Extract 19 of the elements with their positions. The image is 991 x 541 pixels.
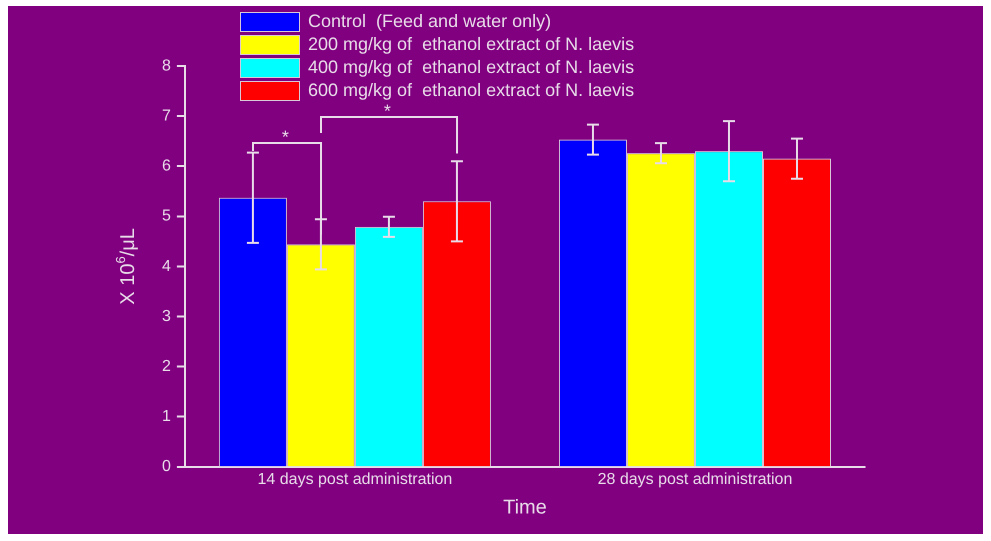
- legend-label: 200 mg/kg of ethanol extract of N. laevis: [308, 33, 634, 56]
- y-tick-label: 6: [162, 158, 171, 175]
- y-tick-label: 4: [162, 258, 171, 275]
- annotation: *: [384, 100, 391, 122]
- legend-label: 400 mg/kg of ethanol extract of N. laevis: [308, 56, 634, 79]
- y-tick-label: 5: [162, 208, 171, 225]
- x-tick-label: 28 days post administration: [598, 470, 792, 488]
- x-axis-title: Time: [503, 496, 547, 519]
- y-axis-title: X 106/μL: [113, 228, 139, 305]
- y-tick-label: 3: [162, 308, 171, 325]
- annotation: *: [282, 126, 289, 148]
- y-tick-label: 1: [162, 408, 171, 426]
- legend-label: 600 mg/kg of ethanol extract of N. laevis: [308, 79, 634, 102]
- y-tick-label: 2: [162, 358, 171, 376]
- x-tick-label: 14 days post administration: [258, 470, 452, 488]
- y-tick-label: 8: [162, 57, 171, 74]
- y-tick-label: 7: [162, 108, 171, 125]
- legend-label: Control (Feed and water only): [308, 10, 552, 33]
- y-tick-label: 0: [162, 458, 171, 476]
